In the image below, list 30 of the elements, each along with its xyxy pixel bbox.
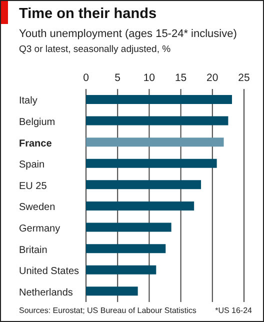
bar bbox=[86, 222, 172, 232]
y-tick-label: Britain bbox=[19, 244, 48, 256]
y-tick-label: France bbox=[19, 138, 52, 150]
bar bbox=[86, 158, 217, 168]
bar bbox=[86, 180, 202, 190]
y-tick-label: Netherlands bbox=[19, 287, 73, 298]
y-tick-label: Germany bbox=[19, 223, 60, 234]
y-tick-label: Spain bbox=[19, 160, 45, 171]
x-tick-label: 10 bbox=[143, 72, 156, 84]
y-tick-label: United States bbox=[19, 266, 80, 278]
y-tick-label: EU 25 bbox=[19, 180, 48, 192]
x-tick-label: 0 bbox=[83, 72, 90, 84]
y-tick-label: Sweden bbox=[19, 202, 56, 214]
chart-title: Time on their hands bbox=[19, 6, 157, 22]
bar bbox=[86, 201, 194, 210]
x-tick-label: 5 bbox=[114, 72, 121, 84]
y-tick-label: Belgium bbox=[19, 116, 56, 128]
text: *US 16-24 bbox=[215, 306, 252, 315]
x-tick-label: 20 bbox=[206, 72, 218, 84]
bar bbox=[86, 138, 224, 147]
bar bbox=[86, 265, 156, 274]
y-tick-label: Italy bbox=[19, 96, 38, 107]
bar bbox=[86, 244, 166, 254]
bar bbox=[86, 116, 228, 126]
bar bbox=[86, 94, 232, 104]
bar bbox=[86, 286, 138, 296]
x-tick-label: 25 bbox=[238, 72, 250, 84]
chart-subtitle: Youth unemployment (ages 15-24* inclusive) Q3 or latest, seasonally adjusted, % bbox=[19, 28, 237, 55]
source-note: Sources: Eurostat; US Bureau of Labour Statistics bbox=[19, 306, 196, 315]
x-tick-label: 15 bbox=[174, 72, 187, 84]
